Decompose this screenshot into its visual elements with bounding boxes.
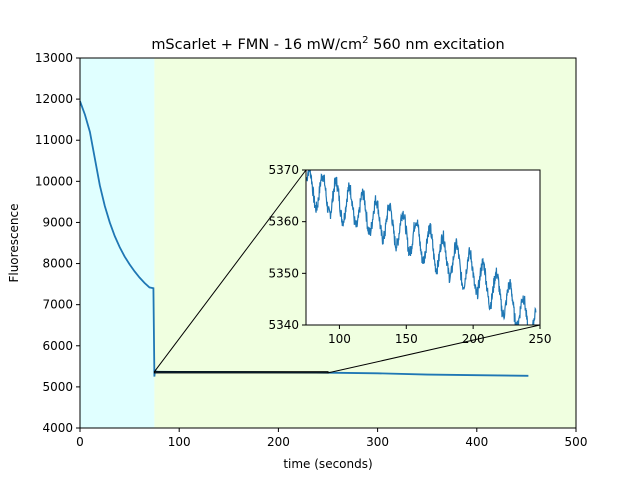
inset-x-tick-label-250: 250 bbox=[529, 332, 552, 346]
x-tick-label-500: 500 bbox=[565, 435, 588, 449]
y-tick-label-4000: 4000 bbox=[42, 421, 73, 435]
x-axis-label: time (seconds) bbox=[283, 457, 372, 471]
y-axis-label: Fluorescence bbox=[7, 203, 21, 282]
x-tick-label-0: 0 bbox=[76, 435, 84, 449]
x-tick-label-300: 300 bbox=[366, 435, 389, 449]
x-tick-label-100: 100 bbox=[168, 435, 191, 449]
inset-x-tick-label-200: 200 bbox=[462, 332, 485, 346]
y-tick-label-9000: 9000 bbox=[42, 215, 73, 229]
series-line bbox=[79, 100, 529, 377]
inset-y-tick-label-5350: 5350 bbox=[268, 266, 299, 280]
y-tick-label-6000: 6000 bbox=[42, 339, 73, 353]
inset-y-tick-label-5340: 5340 bbox=[268, 318, 299, 332]
y-tick-label-13000: 13000 bbox=[35, 51, 73, 65]
y-tick-label-5000: 5000 bbox=[42, 380, 73, 394]
inset-x-tick-label-100: 100 bbox=[328, 332, 351, 346]
y-tick-label-11000: 11000 bbox=[35, 133, 73, 147]
inset-y-tick-label-5370: 5370 bbox=[268, 163, 299, 177]
y-tick-label-12000: 12000 bbox=[35, 92, 73, 106]
inset-series-line bbox=[306, 170, 537, 325]
zoom-region-box bbox=[153, 371, 329, 374]
zoom-connector-left bbox=[154, 169, 307, 372]
y-tick-label-8000: 8000 bbox=[42, 257, 73, 271]
inset-y-tick-label-5360: 5360 bbox=[268, 215, 299, 229]
y-tick-label-7000: 7000 bbox=[42, 298, 73, 312]
main-axes-frame bbox=[79, 57, 577, 429]
x-tick-label-400: 400 bbox=[465, 435, 488, 449]
inset-x-tick-label-150: 150 bbox=[395, 332, 418, 346]
zoom-connector-right bbox=[327, 324, 541, 374]
inset-plot: 100 150 200 250 5340 5350 5360 5370 bbox=[153, 163, 552, 374]
x-tick-label-200: 200 bbox=[267, 435, 290, 449]
chart-title: mScarlet + FMN - 16 mW/cm2 560 nm excita… bbox=[151, 35, 504, 53]
inset-background bbox=[306, 170, 540, 325]
inset-axes-frame bbox=[305, 169, 541, 326]
y-tick-label-10000: 10000 bbox=[35, 174, 73, 188]
